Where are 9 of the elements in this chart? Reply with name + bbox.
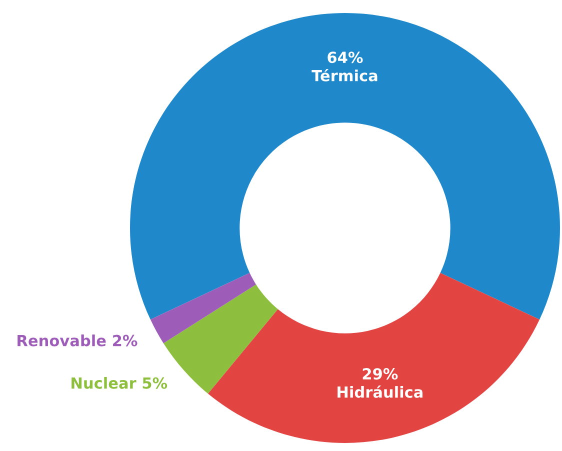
slice-label: Nuclear 5% bbox=[72, 377, 168, 389]
donut-slice bbox=[130, 13, 560, 320]
data-label: 64% bbox=[328, 52, 363, 64]
donut-slice bbox=[208, 272, 540, 443]
donut-slice bbox=[150, 272, 256, 344]
slice-label: Hidráulica bbox=[338, 385, 422, 398]
slice-label: Térmica bbox=[312, 68, 378, 82]
slice-label: Renovable 2% bbox=[18, 334, 138, 346]
data-label: 29% bbox=[362, 368, 398, 380]
